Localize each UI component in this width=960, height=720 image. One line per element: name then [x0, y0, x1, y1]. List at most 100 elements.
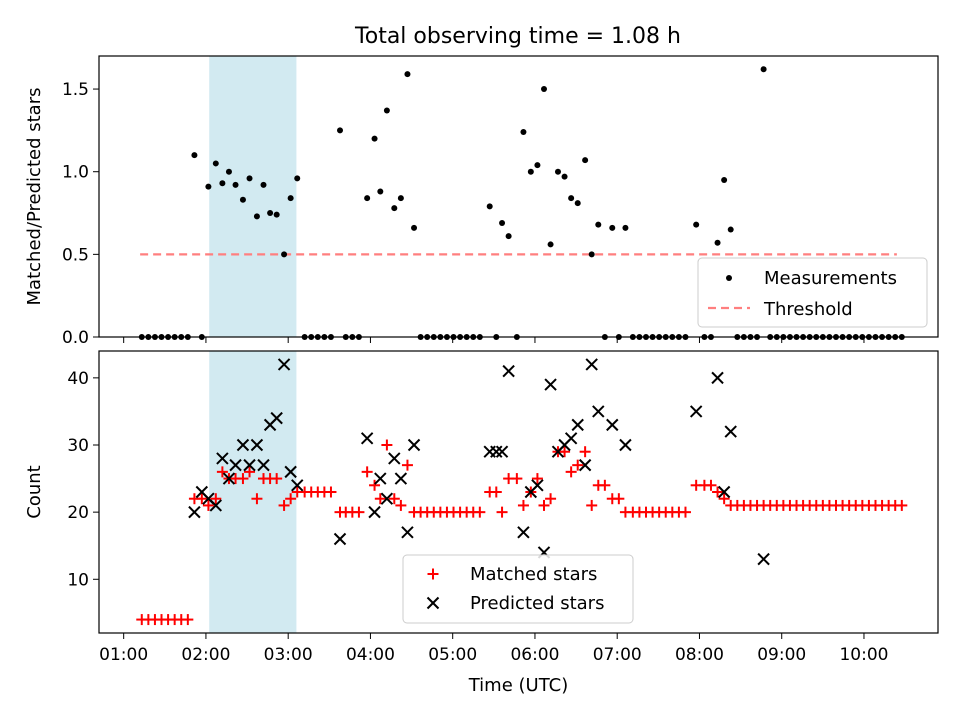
- legend-box: [402, 554, 634, 624]
- x-tick-label: 09:00: [757, 645, 806, 665]
- matched-star-point: [251, 493, 263, 505]
- count-panel-ticks: 10 20 30 40 01:00 02:00 03:00 04:00 05:00 06:00 07…: [67, 369, 888, 665]
- predicted-star-point: [401, 526, 414, 539]
- predicted-star-point: [243, 458, 256, 472]
- count-points: [136, 358, 908, 626]
- predicted-star-point: [284, 465, 297, 479]
- predicted-star-point: [407, 438, 421, 452]
- y-tick-label: 1.5: [62, 80, 89, 100]
- legend-predicted-label: Predicted stars: [470, 593, 604, 614]
- matched-star-point: [613, 493, 625, 505]
- predicted-star-point: [757, 552, 770, 566]
- matched-star-point: [202, 499, 214, 511]
- predicted-star-point: [606, 418, 619, 432]
- measurement-point: [273, 211, 280, 218]
- predicted-star-point: [236, 438, 250, 452]
- matched-star-point: [496, 506, 508, 518]
- legend-matched-label: Matched stars: [470, 564, 597, 585]
- matched-star-point: [538, 499, 550, 511]
- matched-star-point: [572, 459, 584, 471]
- measurement-point: [582, 157, 589, 164]
- measurement-point: [287, 195, 294, 202]
- matched-star-point: [490, 486, 502, 498]
- predicted-star-point: [394, 472, 408, 485]
- y-tick-label: 0.0: [62, 328, 89, 348]
- predicted-star-point: [188, 505, 201, 519]
- x-tick-label: 05:00: [428, 645, 477, 665]
- measurement-point: [383, 107, 390, 114]
- shaded-interval: [209, 351, 297, 633]
- predicted-star-point: [333, 532, 347, 546]
- matched-star-point: [210, 493, 222, 505]
- measurement-point: [253, 213, 260, 220]
- matched-star-point: [244, 466, 256, 478]
- legend-measurement-marker: [726, 275, 732, 281]
- matched-star-point: [579, 446, 591, 458]
- count-legend: Matched stars Predicted stars: [402, 554, 634, 624]
- measurement-point: [377, 188, 384, 195]
- x-tick-label: 03:00: [264, 645, 313, 665]
- figure-title: Total observing time = 1.08 h: [354, 24, 681, 49]
- legend-box: [697, 257, 928, 328]
- measurement-point: [260, 181, 267, 188]
- measurement-point: [561, 173, 568, 180]
- time-x-label: Time (UTC): [468, 675, 569, 696]
- predicted-star-point: [711, 371, 724, 385]
- measurement-point: [609, 224, 616, 231]
- predicted-star-point: [531, 479, 544, 492]
- legend-predicted-marker: [426, 596, 440, 610]
- y-tick-label: 10: [67, 570, 89, 590]
- measurement-point: [693, 221, 700, 228]
- measurement-point: [205, 183, 212, 190]
- matched-star-point: [381, 439, 393, 451]
- measurement-point: [760, 66, 767, 73]
- matched-star-point: [718, 493, 730, 505]
- matched-star-point: [271, 473, 283, 485]
- predicted-star-point: [229, 458, 242, 472]
- measurement-point: [364, 195, 371, 202]
- matched-star-point: [325, 486, 337, 498]
- legend-threshold-label: Threshold: [763, 299, 853, 320]
- predicted-star-point: [592, 405, 605, 418]
- predicted-star-point: [564, 432, 578, 445]
- shaded-interval: [209, 56, 297, 337]
- measurement-point: [547, 241, 554, 248]
- matched-star-point: [196, 493, 208, 505]
- ratio-panel-frame: [98, 55, 939, 338]
- matched-star-point: [395, 499, 407, 511]
- measurement-points: [138, 66, 905, 340]
- predicted-star-point: [724, 425, 737, 438]
- measurement-point: [225, 168, 232, 175]
- x-tick-label: 01:00: [99, 645, 148, 665]
- measurement-point: [212, 160, 219, 167]
- measurement-point: [622, 224, 629, 231]
- measurement-point: [574, 200, 581, 207]
- measurement-point: [486, 203, 493, 210]
- x-tick-label: 10:00: [839, 645, 888, 665]
- measurement-point: [371, 135, 378, 142]
- y-tick-label: 20: [67, 503, 89, 523]
- measurement-point: [721, 176, 728, 183]
- measurement-point: [568, 195, 575, 202]
- ratio-y-label: Matched/Predicted stars: [24, 88, 45, 306]
- count-y-label: Count: [24, 465, 45, 518]
- measurement-point: [267, 210, 274, 217]
- predicted-star-point: [277, 358, 291, 371]
- predicted-star-point: [209, 499, 223, 512]
- ratio-panel-ticks: 0.0 0.5 1.0 1.5: [62, 80, 865, 348]
- predicted-star-point: [689, 405, 703, 418]
- predicted-star-point: [257, 458, 270, 472]
- matched-star-point: [599, 479, 611, 491]
- ratio-panel: 0.0 0.5 1.0 1.5 Matched/Predicted stars Mea…: [24, 55, 939, 348]
- measurement-point: [540, 86, 547, 93]
- measurement-point: [219, 180, 226, 187]
- predicted-star-point: [270, 411, 283, 425]
- matched-star-point: [545, 493, 557, 505]
- predicted-star-point: [517, 526, 530, 539]
- legend-matched-marker: [427, 568, 439, 580]
- y-tick-label: 1.0: [62, 163, 89, 183]
- predicted-star-point: [495, 445, 509, 458]
- y-tick-label: 0.5: [62, 245, 89, 265]
- matched-star-point: [565, 466, 577, 478]
